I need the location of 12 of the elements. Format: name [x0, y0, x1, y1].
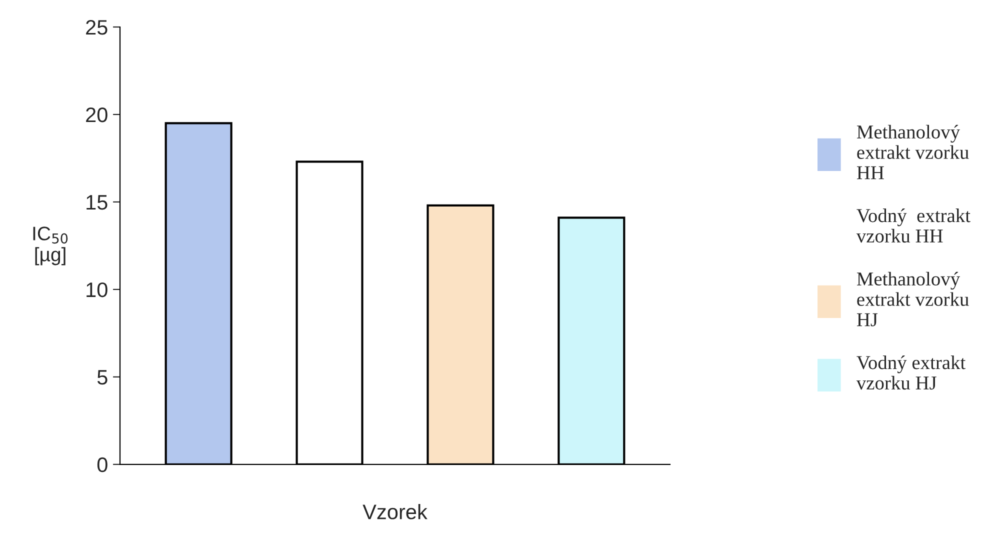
legend-label: Vodný extrakt vzorku HJ: [856, 355, 966, 390]
y-tick-label: 25: [86, 20, 108, 35]
y-tick-label: 5: [97, 370, 108, 385]
y-tick-label: 20: [86, 107, 108, 122]
y-tick-label: 15: [86, 195, 108, 210]
y-tick-label: 0: [97, 457, 108, 472]
y-tick-label: 10: [86, 282, 108, 298]
legend-label: Methanolový extrakt vzorku HJ: [856, 272, 969, 326]
legend-label: Methanolový extrakt vzorku HH: [856, 124, 969, 180]
x-axis-title: Vzorek: [362, 504, 428, 520]
y-axis-title: IC$_{50}$ [µg]: [33, 226, 68, 266]
text: Vodný extrakt vzorku HH: [856, 208, 970, 243]
